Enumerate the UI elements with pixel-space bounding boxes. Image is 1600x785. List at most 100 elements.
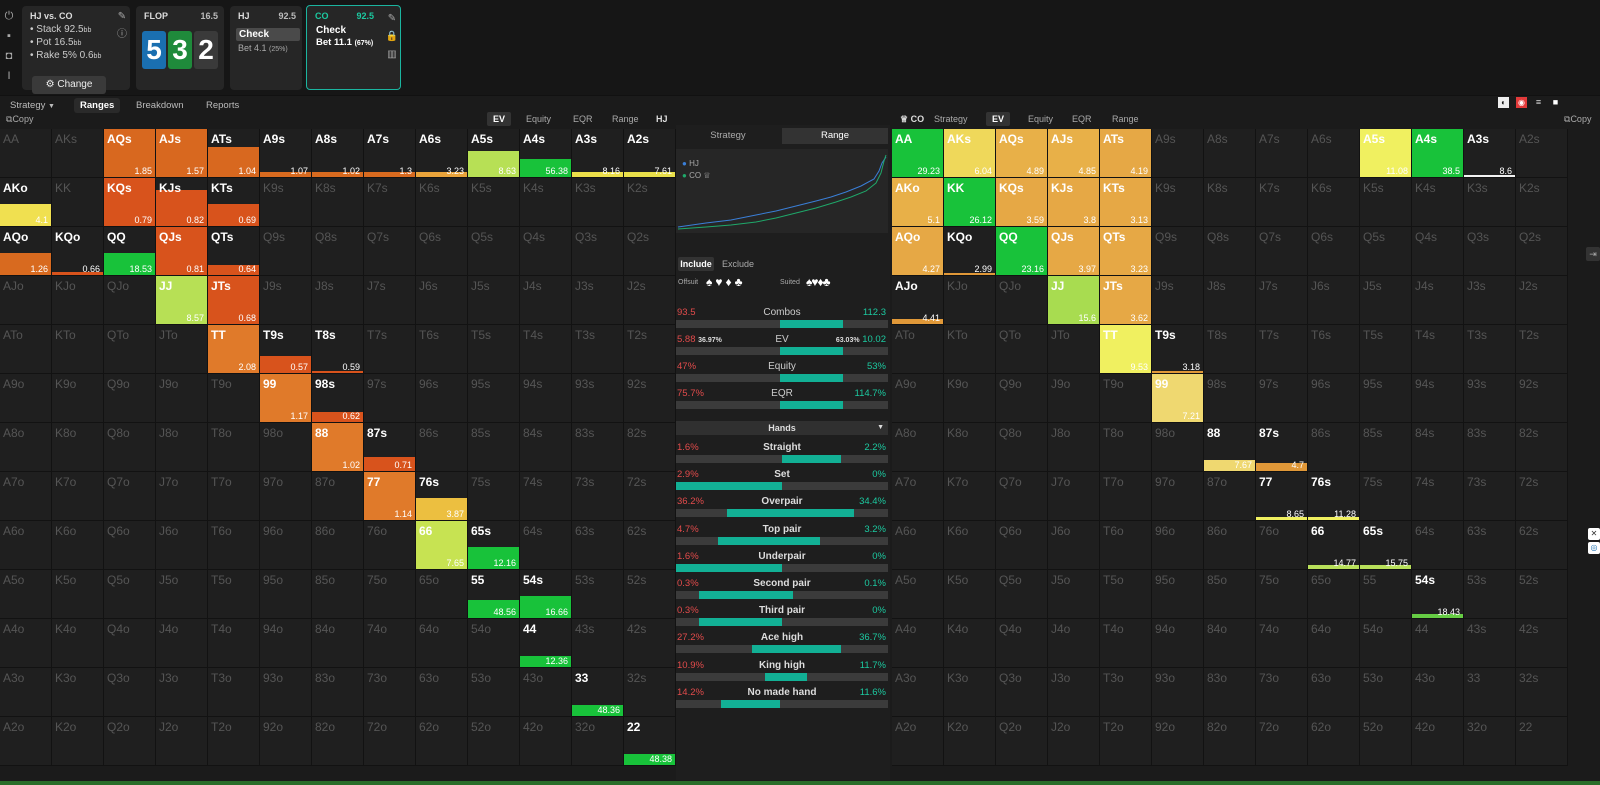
hand-cell-T2o[interactable]: T2o [1100,717,1152,766]
hand-cell-KQo[interactable]: KQo 2.99 [944,227,996,276]
hand-cell-A3s[interactable]: A3s 8.16 [572,129,624,178]
hand-cell-T7s[interactable]: T7s [1256,325,1308,374]
hand-cell-J7o[interactable]: J7o [156,472,208,521]
hand-cell-86o[interactable]: 86o [312,521,364,570]
hand-cell-KTo[interactable]: KTo [52,325,104,374]
hand-cell-A8s[interactable]: A8s [1204,129,1256,178]
hand-cell-J6o[interactable]: J6o [1048,521,1100,570]
hand-cell-KTo[interactable]: KTo [944,325,996,374]
hand-cell-A3o[interactable]: A3o [0,668,52,717]
hand-cell-82o[interactable]: 82o [312,717,364,766]
hand-cell-T4o[interactable]: T4o [208,619,260,668]
hand-cell-74o[interactable]: 74o [1256,619,1308,668]
hand-cell-K8s[interactable]: K8s [312,178,364,227]
hand-cell-JJ[interactable]: JJ 15.6 [1048,276,1100,325]
metric-equity-left[interactable]: Equity [526,114,552,124]
edit-icon[interactable]: ✎ [117,11,127,22]
hand-cell-73s[interactable]: 73s [572,472,624,521]
hand-cell-A4o[interactable]: A4o [892,619,944,668]
hand-cell-KQs[interactable]: KQs 0.79 [104,178,156,227]
hand-cell-63s[interactable]: 63s [1464,521,1516,570]
hand-cell-97o[interactable]: 97o [260,472,312,521]
hand-cell-42o[interactable]: 42o [1412,717,1464,766]
hand-cell-K4s[interactable]: K4s [1412,178,1464,227]
hand-cell-93s[interactable]: 93s [572,374,624,423]
hand-cell-Q7o[interactable]: Q7o [996,472,1048,521]
hand-cell-85s[interactable]: 85s [468,423,520,472]
hand-cell-T6o[interactable]: T6o [208,521,260,570]
hand-cell-96s[interactable]: 96s [1308,374,1360,423]
hand-cell-A8o[interactable]: A8o [892,423,944,472]
hand-cell-53s[interactable]: 53s [572,570,624,619]
hand-cell-A7s[interactable]: A7s 1.3 [364,129,416,178]
hand-cell-KQs[interactable]: KQs 3.59 [996,178,1048,227]
hand-cell-K3s[interactable]: K3s [1464,178,1516,227]
hand-cell-95o[interactable]: 95o [1152,570,1204,619]
hand-cell-T6s[interactable]: T6s [1308,325,1360,374]
hand-cell-Q8o[interactable]: Q8o [996,423,1048,472]
hand-cell-T7s[interactable]: T7s [364,325,416,374]
hand-cell-Q4s[interactable]: Q4s [520,227,572,276]
hand-cell-65o[interactable]: 65o [416,570,468,619]
hand-cell-AQs[interactable]: AQs 4.89 [996,129,1048,178]
metric-eqr-right[interactable]: EQR [1072,114,1092,124]
hand-cell-J6o[interactable]: J6o [156,521,208,570]
hand-cell-76o[interactable]: 76o [364,521,416,570]
hand-cell-99[interactable]: 99 1.17 [260,374,312,423]
hand-cell-A4o[interactable]: A4o [0,619,52,668]
list-view-icon[interactable]: ≡ [1535,97,1542,107]
hand-cell-84o[interactable]: 84o [1204,619,1256,668]
hand-cell-AA[interactable]: AA [0,129,52,178]
hand-cell-98o[interactable]: 98o [260,423,312,472]
hand-cell-T5s[interactable]: T5s [468,325,520,374]
hand-cell-AKs[interactable]: AKs 6.04 [944,129,996,178]
hand-cell-ATs[interactable]: ATs 1.04 [208,129,260,178]
hand-cell-87s[interactable]: 87s 4.7 [1256,423,1308,472]
tab-strategy[interactable]: Strategy ▼ [10,100,55,111]
hand-cell-K5s[interactable]: K5s [468,178,520,227]
hand-cell-J5o[interactable]: J5o [156,570,208,619]
hand-cell-76s[interactable]: 76s 11.28 [1308,472,1360,521]
hand-cell-22[interactable]: 22 [1516,717,1568,766]
hand-cell-86s[interactable]: 86s [416,423,468,472]
hand-cell-T4s[interactable]: T4s [520,325,572,374]
hand-cell-Q2s[interactable]: Q2s [624,227,676,276]
hand-cell-QQ[interactable]: QQ 23.16 [996,227,1048,276]
hand-cell-T8s[interactable]: T8s [1204,325,1256,374]
metric-eqr-left[interactable]: EQR [573,114,593,124]
hand-cell-KJo[interactable]: KJo [944,276,996,325]
hand-cell-A2s[interactable]: A2s 7.61 [624,129,676,178]
hand-cell-97s[interactable]: 97s [1256,374,1308,423]
hand-cell-32o[interactable]: 32o [572,717,624,766]
hand-cell-QQ[interactable]: QQ 18.53 [104,227,156,276]
hand-cell-82s[interactable]: 82s [1516,423,1568,472]
hand-cell-Q7s[interactable]: Q7s [1256,227,1308,276]
fullscreen-icon[interactable]: ■ [1552,97,1559,107]
hand-cell-KJo[interactable]: KJo [52,276,104,325]
hand-cell-65s[interactable]: 65s 12.16 [468,521,520,570]
hand-cell-A3s[interactable]: A3s 8.6 [1464,129,1516,178]
hand-cell-T8o[interactable]: T8o [1100,423,1152,472]
change-button[interactable]: ⚙ Change [32,76,106,94]
hand-cell-K3s[interactable]: K3s [572,178,624,227]
hand-cell-Q8o[interactable]: Q8o [104,423,156,472]
hand-cell-75o[interactable]: 75o [364,570,416,619]
metric-ev-left[interactable]: EV [487,112,512,126]
hand-cell-QJs[interactable]: QJs 0.81 [156,227,208,276]
hand-cell-Q9s[interactable]: Q9s [260,227,312,276]
hand-cell-J9s[interactable]: J9s [260,276,312,325]
hand-cell-J4s[interactable]: J4s [1412,276,1464,325]
hand-cell-53s[interactable]: 53s [1464,570,1516,619]
hand-cell-Q3s[interactable]: Q3s [572,227,624,276]
hand-cell-84o[interactable]: 84o [312,619,364,668]
text-cursor-icon[interactable]: I [7,70,11,82]
metric-range-right[interactable]: Range [1112,114,1139,124]
hand-cell-K3o[interactable]: K3o [52,668,104,717]
hand-cell-73s[interactable]: 73s [1464,472,1516,521]
hand-cell-J2s[interactable]: J2s [624,276,676,325]
hand-cell-T9o[interactable]: T9o [1100,374,1152,423]
hand-cell-87o[interactable]: 87o [1204,472,1256,521]
hand-cell-T5o[interactable]: T5o [208,570,260,619]
hand-cell-J9o[interactable]: J9o [1048,374,1100,423]
book-icon[interactable]: ▥ [387,49,397,60]
